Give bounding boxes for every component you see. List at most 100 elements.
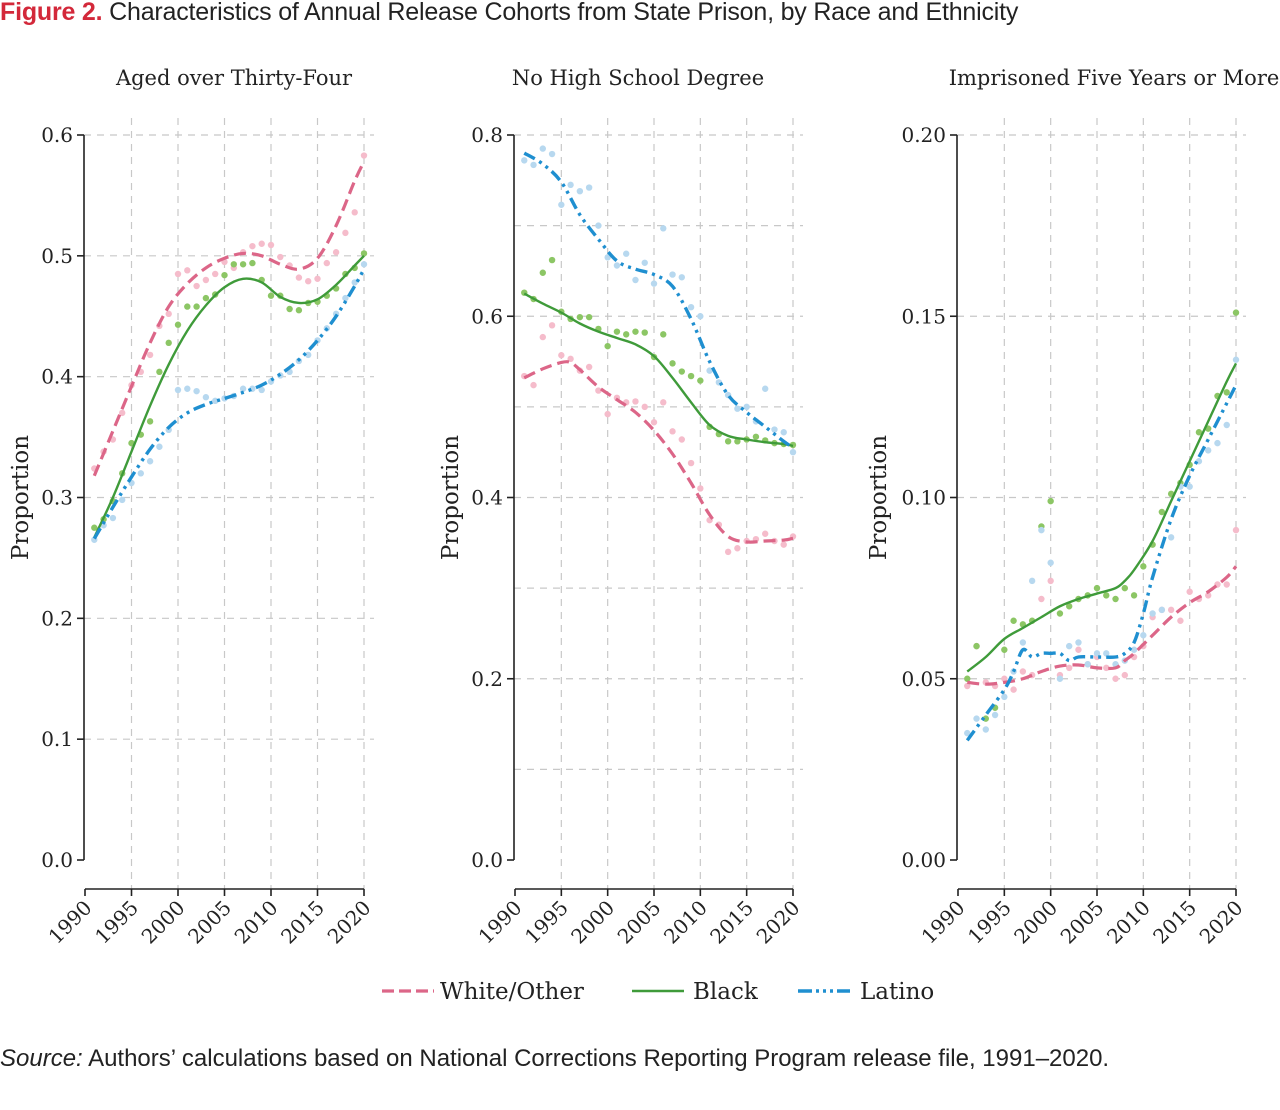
figure-title-text: Characteristics of Annual Release Cohort… xyxy=(102,0,1019,26)
data-point xyxy=(1186,588,1193,595)
data-point xyxy=(174,386,182,394)
data-point xyxy=(119,496,126,504)
data-point xyxy=(1066,664,1073,672)
y-tick-label: 0.1 xyxy=(41,727,73,751)
x-tick-label: 1995 xyxy=(520,896,573,949)
data-point xyxy=(964,682,971,690)
data-point xyxy=(687,372,695,380)
data-point xyxy=(1167,606,1175,614)
data-point xyxy=(1214,439,1221,447)
data-point xyxy=(1056,610,1064,617)
data-point xyxy=(724,548,732,556)
data-point xyxy=(193,282,200,290)
data-point xyxy=(332,249,340,256)
data-point xyxy=(1047,497,1054,505)
data-point xyxy=(258,386,265,394)
data-point xyxy=(1075,646,1082,653)
data-point xyxy=(743,403,750,411)
data-point xyxy=(1038,595,1045,603)
x-tick-label: 2010 xyxy=(659,896,712,949)
data-point xyxy=(295,307,303,314)
data-point xyxy=(156,368,163,376)
data-point xyxy=(660,225,667,232)
data-point xyxy=(585,313,593,321)
data-point xyxy=(734,405,741,412)
trend-line-black xyxy=(966,362,1238,673)
data-point xyxy=(669,271,676,278)
gridlines xyxy=(514,118,803,889)
data-point xyxy=(641,403,648,411)
data-point xyxy=(641,329,648,336)
data-point xyxy=(1001,693,1008,701)
data-point xyxy=(706,367,713,374)
x-tick-label: 1990 xyxy=(917,896,970,949)
data-point xyxy=(991,711,999,719)
trend-line-latino xyxy=(92,268,366,540)
data-point xyxy=(973,715,980,722)
data-point xyxy=(1047,577,1054,585)
panel-title: Aged over Thirty-Four xyxy=(115,66,353,90)
data-point xyxy=(1093,650,1101,657)
data-point xyxy=(548,150,556,158)
y-tick-label: 0.0 xyxy=(41,848,73,872)
data-point xyxy=(1103,650,1110,657)
y-tick-label: 0.6 xyxy=(41,123,73,147)
data-point xyxy=(1205,592,1212,599)
points-black xyxy=(964,309,1240,722)
trend-line-black xyxy=(523,292,794,448)
data-point xyxy=(249,242,256,250)
data-point xyxy=(305,351,312,359)
data-point xyxy=(752,433,760,440)
data-point xyxy=(982,726,989,733)
data-point xyxy=(669,360,676,367)
y-tick-label: 0.8 xyxy=(471,123,503,147)
data-point xyxy=(1186,483,1193,490)
data-point xyxy=(762,530,769,537)
data-point xyxy=(1232,526,1240,534)
data-point xyxy=(1223,389,1230,396)
data-point xyxy=(342,229,349,237)
data-point xyxy=(558,352,565,359)
figure-number: Figure 2. xyxy=(0,0,103,26)
data-point xyxy=(1010,686,1017,693)
data-point xyxy=(521,157,528,164)
data-point xyxy=(342,294,349,302)
y-axis-label: Proportion xyxy=(438,435,464,560)
data-point xyxy=(687,459,695,467)
data-point xyxy=(1066,642,1073,650)
data-point xyxy=(1223,421,1230,429)
data-point xyxy=(119,409,126,417)
data-point xyxy=(548,322,556,329)
y-tick-label: 0.00 xyxy=(901,848,946,872)
x-tick-label: 2010 xyxy=(1102,896,1155,949)
data-point xyxy=(1140,563,1147,570)
data-point xyxy=(964,675,971,682)
data-point xyxy=(613,262,621,269)
y-tick-label: 0.05 xyxy=(901,667,946,691)
data-point xyxy=(267,241,275,249)
data-point xyxy=(267,292,275,299)
x-tick-label: 2020 xyxy=(752,896,805,949)
data-point xyxy=(539,333,546,341)
data-point xyxy=(632,328,639,335)
x-tick-label: 2000 xyxy=(137,896,190,949)
data-point xyxy=(305,278,312,285)
data-point xyxy=(202,276,210,284)
data-point xyxy=(239,261,247,268)
data-point xyxy=(964,729,971,737)
data-point xyxy=(1130,592,1138,599)
data-point xyxy=(1158,508,1166,516)
x-tick-label: 2015 xyxy=(1148,896,1201,949)
points-white-other xyxy=(91,152,368,472)
data-point xyxy=(146,458,154,465)
data-point xyxy=(239,385,247,392)
data-point xyxy=(351,209,358,216)
data-point xyxy=(174,321,182,328)
data-point xyxy=(184,267,191,274)
x-tick-label: 2015 xyxy=(705,896,758,949)
data-point xyxy=(146,351,154,359)
panel-imprisoned-five-years-or-more: Imprisoned Five Years or More 0.00 0.05 0.1… xyxy=(866,66,1279,949)
data-point xyxy=(771,426,778,433)
data-point xyxy=(1177,617,1184,624)
legend-item-latino: Latino xyxy=(798,979,934,1005)
